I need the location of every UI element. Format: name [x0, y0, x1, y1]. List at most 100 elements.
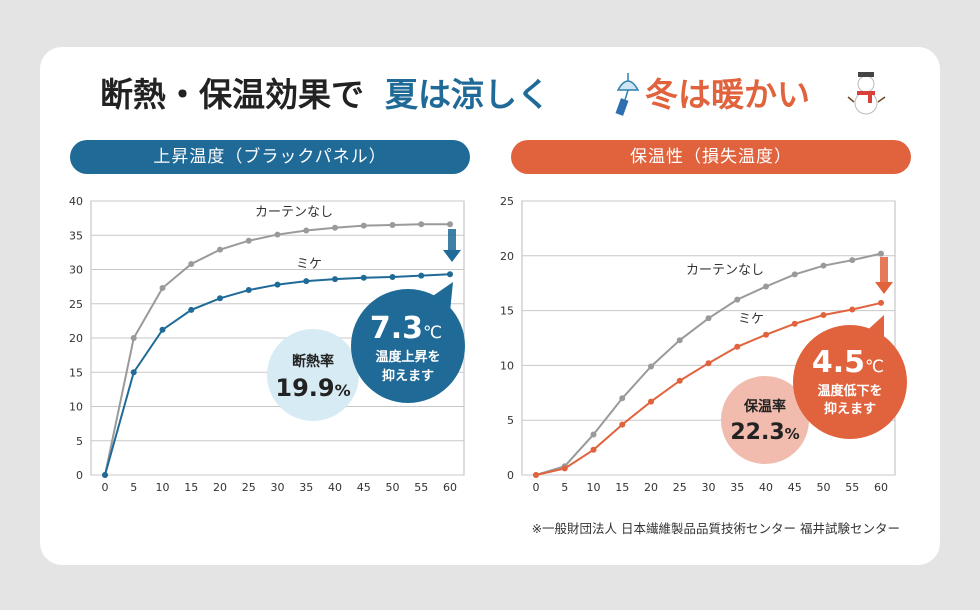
left-x-tick-label: 5 — [130, 481, 137, 494]
left-badge-text-1: 温度上昇を — [375, 349, 440, 365]
right-x-tick-label: 5 — [561, 481, 568, 494]
right-data-point — [763, 331, 769, 338]
right-data-point — [561, 465, 568, 472]
left-y-tick-label: 5 — [76, 435, 83, 448]
right-x-tick-label: 0 — [533, 481, 540, 494]
right-y-tick-label: 15 — [500, 305, 514, 318]
left-x-tick-label: 10 — [156, 481, 170, 494]
right-rate-unit: % — [785, 425, 800, 443]
right-data-point — [648, 363, 654, 370]
left-difference-arrow-head — [443, 250, 461, 262]
right-data-point — [878, 250, 884, 257]
right-rate-circle: 保温率 22.3% — [721, 376, 809, 464]
right-y-tick-label: 25 — [500, 195, 514, 208]
left-x-tick-label: 50 — [386, 481, 400, 494]
right-data-point — [878, 299, 884, 306]
left-data-point — [102, 472, 108, 478]
svg-text:7.3℃: 7.3℃ — [370, 311, 442, 346]
left-series-label-mike: ミケ — [296, 257, 322, 272]
right-series-label-mike: ミケ — [738, 312, 764, 327]
left-data-point — [245, 237, 252, 244]
left-x-tick-label: 25 — [242, 481, 256, 494]
right-data-point — [676, 377, 683, 384]
left-data-point — [217, 295, 223, 302]
left-data-point — [360, 222, 367, 229]
left-data-point — [188, 306, 195, 313]
right-rate-value: 22.3 — [730, 420, 784, 445]
right-rate-label: 保温率 — [743, 398, 786, 415]
right-x-tick-label: 55 — [845, 481, 859, 494]
left-data-point — [447, 271, 453, 278]
right-x-tick-label: 25 — [673, 481, 687, 494]
right-data-point — [533, 472, 539, 478]
left-badge-unit: ℃ — [423, 323, 442, 343]
left-difference-arrow-shaft — [448, 229, 456, 252]
left-x-tick-label: 15 — [184, 481, 198, 494]
right-x-tick-label: 35 — [730, 481, 744, 494]
headline-part3: 冬は暖かい — [645, 75, 810, 114]
right-x-tick-label: 10 — [587, 481, 601, 494]
right-x-tick-label: 30 — [702, 481, 716, 494]
left-data-point — [274, 231, 281, 238]
right-data-point — [849, 257, 856, 264]
wind-chime-icon — [615, 73, 640, 116]
right-x-tick-label: 45 — [788, 481, 802, 494]
left-rate-label: 断熱率 — [292, 353, 334, 370]
left-data-point — [332, 276, 338, 283]
right-data-point — [791, 271, 798, 278]
right-data-point — [619, 395, 626, 402]
left-data-point — [360, 274, 367, 281]
right-x-tick-label: 60 — [874, 481, 888, 494]
left-badge-value: 7.3 — [370, 311, 423, 346]
right-data-point — [820, 262, 827, 269]
left-y-tick-label: 10 — [69, 401, 83, 414]
left-x-tick-label: 0 — [102, 481, 109, 494]
left-x-tick-label: 60 — [443, 481, 457, 494]
left-data-point — [418, 272, 425, 279]
left-result-badge: 7.3℃ 温度上昇を 抑えます — [351, 282, 465, 403]
left-y-tick-label: 35 — [69, 229, 83, 242]
right-badge-value: 4.5 — [812, 345, 865, 380]
right-difference-arrow-shaft — [880, 257, 888, 284]
right-data-point — [590, 431, 597, 438]
left-chart-title-pill: 上昇温度（ブラックパネル） — [70, 140, 470, 174]
right-data-point — [676, 337, 683, 344]
left-x-tick-label: 35 — [299, 481, 313, 494]
right-badge-text-1: 温度低下を — [817, 383, 882, 399]
left-data-point — [332, 224, 338, 231]
left-data-point — [130, 335, 137, 341]
left-x-tick-label: 55 — [414, 481, 428, 494]
headline-part2: 夏は涼しく — [385, 75, 550, 114]
left-x-tick-label: 20 — [213, 481, 227, 494]
left-data-point — [188, 261, 195, 268]
left-y-tick-label: 0 — [76, 469, 83, 482]
left-y-tick-label: 20 — [69, 332, 83, 345]
left-rate-unit: % — [335, 381, 351, 400]
right-y-tick-label: 0 — [507, 469, 514, 482]
svg-text:4.5℃: 4.5℃ — [812, 345, 884, 380]
left-y-tick-label: 25 — [69, 298, 83, 311]
right-y-tick-label: 5 — [507, 414, 514, 427]
page-headline: 断熱・保温効果で 夏は涼しく 冬は暖かい — [0, 70, 980, 120]
left-data-point — [389, 221, 396, 228]
left-data-point — [274, 281, 281, 288]
left-y-tick-label: 15 — [69, 366, 83, 379]
left-data-point — [159, 284, 166, 291]
right-x-tick-label: 40 — [759, 481, 773, 494]
left-x-tick-label: 40 — [328, 481, 342, 494]
right-data-point — [705, 315, 712, 322]
right-result-badge: 4.5℃ 温度低下を 抑えます — [793, 315, 907, 439]
right-x-tick-label: 20 — [644, 481, 658, 494]
right-difference-arrow-head — [875, 282, 893, 294]
left-y-tick-label: 40 — [69, 195, 83, 208]
left-x-tick-label: 45 — [357, 481, 371, 494]
source-footnote: ※一般財団法人 日本繊維製品品質技術センター 福井試験センター — [531, 521, 900, 536]
left-data-point — [159, 326, 166, 333]
left-data-point — [130, 369, 137, 376]
right-data-point — [734, 343, 741, 350]
svg-text:22.3%: 22.3% — [730, 420, 799, 445]
left-data-point — [217, 246, 223, 253]
left-rate-value: 19.9 — [275, 374, 334, 402]
right-x-tick-label: 50 — [817, 481, 831, 494]
